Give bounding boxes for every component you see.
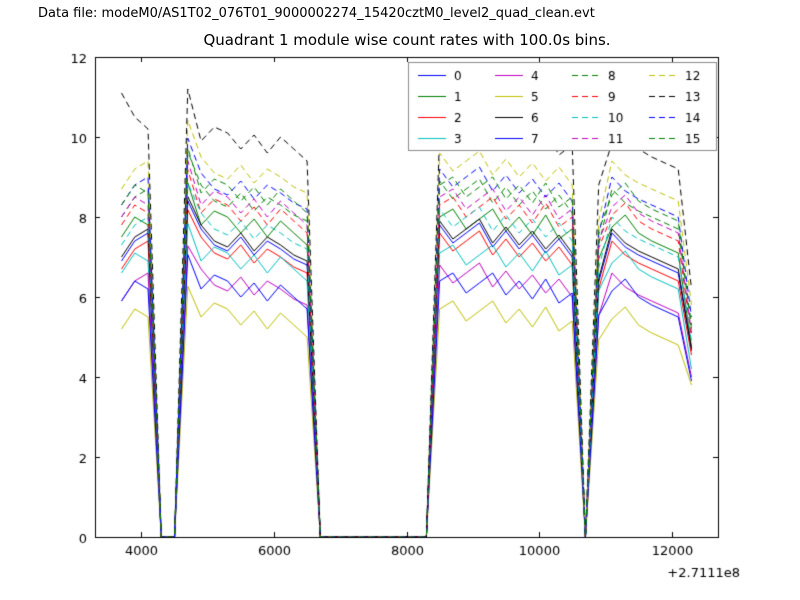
data-file-label: Data file: modeM0/AS1T02_076T01_90000022…: [38, 6, 595, 21]
chart-title: Quadrant 1 module wise count rates with …: [203, 31, 611, 49]
